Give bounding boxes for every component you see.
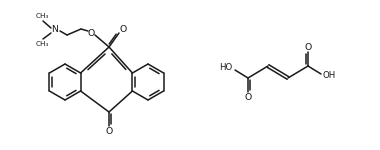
Text: CH₃: CH₃ (35, 41, 49, 47)
Text: OH: OH (322, 72, 336, 81)
Text: HO: HO (219, 63, 233, 72)
Text: O: O (244, 93, 252, 102)
Text: O: O (304, 42, 312, 51)
Text: CH₃: CH₃ (35, 13, 49, 19)
Text: O: O (119, 24, 127, 33)
Text: N: N (52, 26, 59, 34)
Text: O: O (105, 126, 112, 135)
Text: O: O (87, 28, 95, 38)
